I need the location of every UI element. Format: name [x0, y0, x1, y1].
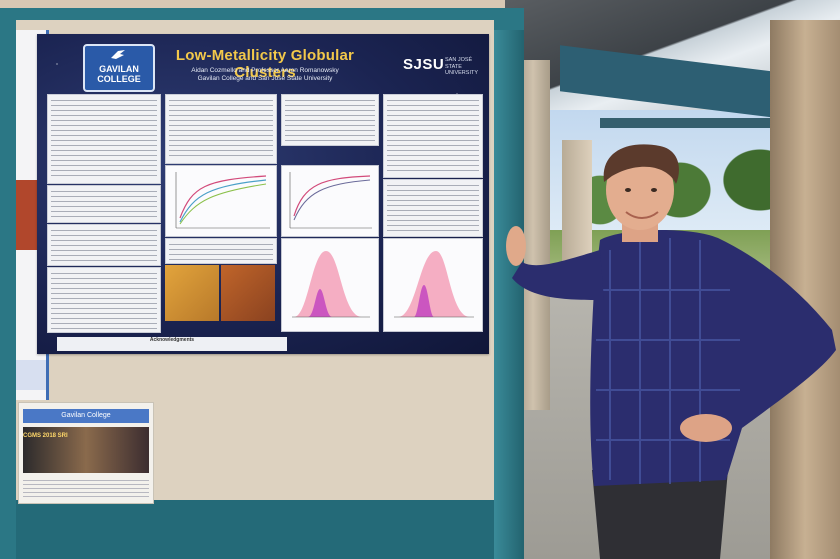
poster-line-chart-2 — [281, 165, 379, 237]
poster-authors: Aidan Cozmello and Professor Aaron Roman… — [155, 67, 375, 83]
display-board-lower-panel — [16, 500, 494, 559]
person-plaid-shirt — [590, 229, 836, 486]
poster-panel-data — [281, 94, 379, 146]
person-hair — [603, 144, 679, 184]
poster-panel-references — [47, 267, 161, 333]
person-left-arm — [512, 250, 604, 300]
display-board-edge — [494, 30, 524, 559]
poster-acknowledgments: Acknowledgments — [57, 337, 287, 351]
bottom-flyer-highlight: CGMS 2018 SRI — [23, 433, 68, 439]
poster-panel-text-2 — [47, 185, 161, 223]
poster-histogram-2 — [383, 238, 483, 332]
poster-panel-text-3 — [47, 224, 161, 266]
poster-title: Low-Metallicity Globular Clusters — [175, 47, 355, 81]
poster-authors-institutions: Gavilan College and San José State Unive… — [197, 75, 333, 82]
trees — [560, 120, 800, 240]
bottom-flyer-text-lines — [23, 477, 149, 497]
gavilan-logo-text: GAVILAN COLLEGE — [97, 64, 141, 84]
poster-histogram-1 — [281, 238, 379, 332]
poster-panel-abstract — [47, 94, 161, 184]
poster-panel-caption — [165, 238, 277, 264]
roof-beam-lower — [600, 118, 800, 128]
poster-panel-methods — [165, 94, 277, 164]
poster-cluster-image-2 — [221, 265, 275, 321]
research-poster: GAVILAN COLLEGE Low-Metallicity Globular… — [37, 34, 489, 354]
poster-panel-results — [383, 94, 483, 178]
bottom-flyer-photo — [23, 427, 149, 473]
bottom-flyer-heading: Gavilan College — [23, 409, 149, 423]
left-flyer-box — [16, 360, 46, 390]
poster-panel-conclusions — [383, 179, 483, 237]
person-left-hand — [506, 226, 526, 266]
poster-authors-names: Aidan Cozmello and Professor Aaron Roman… — [191, 67, 339, 74]
gavilan-logo: GAVILAN COLLEGE — [83, 44, 155, 92]
person-right-hand — [680, 414, 732, 442]
bird-icon — [111, 50, 125, 59]
poster-line-chart-1 — [165, 165, 277, 237]
poster-cluster-image-1 — [165, 265, 219, 321]
person-smile — [625, 211, 659, 219]
sjsu-logo: SJSU — [403, 56, 445, 73]
person-trousers — [592, 470, 728, 559]
poster-acknowledgments-heading: Acknowledgments — [149, 337, 195, 343]
bottom-flyer: Gavilan College CGMS 2018 SRI — [18, 402, 154, 504]
sjsu-logo-subtitle: SAN JOSÉ STATE UNIVERSITY — [445, 57, 479, 76]
